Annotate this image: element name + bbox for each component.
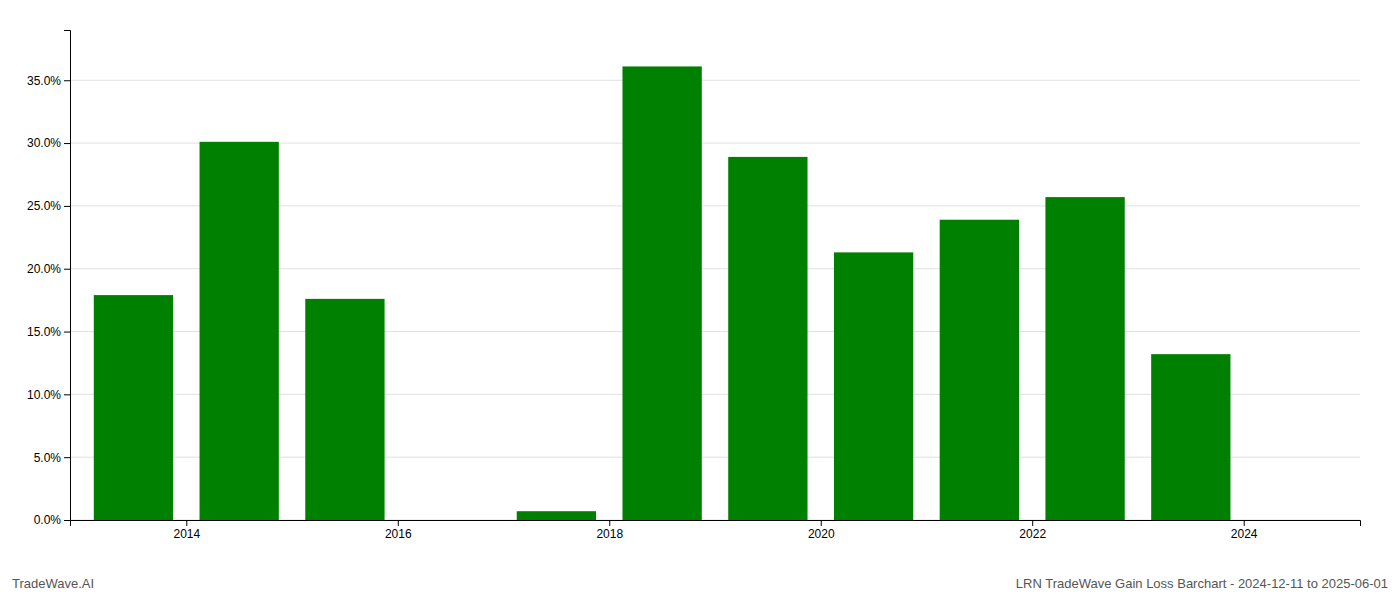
tick: 35.0% [27, 74, 70, 88]
y-axis: 0.0% 5.0% 10.0% 15.0% 20.0% 25.0% 30.0% 35.0% [27, 31, 71, 528]
chart: 2014 2016 2018 2020 2022 2024 0.0% 5.0% 10.0% 15.… [0, 0, 1400, 600]
footer-text: LRN TradeWave Gain Loss Barchart - 2024-… [1016, 576, 1388, 591]
tick-label: 35.0% [27, 74, 61, 88]
tick: 25.0% [27, 199, 70, 213]
grid-line [70, 80, 1360, 81]
tick-mark [64, 394, 70, 395]
tick-mark [64, 269, 70, 270]
tick-mark [609, 520, 610, 526]
tick-label: 2018 [596, 527, 623, 541]
tick-mark [1032, 520, 1033, 526]
tick-mark [64, 206, 70, 207]
bar [305, 299, 384, 520]
tick-label: 2020 [808, 527, 835, 541]
tick-label: 2024 [1231, 527, 1258, 541]
axis-line [64, 31, 71, 521]
annotations: TradeWave.AI LRN TradeWave Gain Loss Barc… [12, 576, 1388, 591]
bar [517, 511, 596, 520]
bar [411, 520, 490, 521]
tick-label: 2022 [1019, 527, 1046, 541]
tick: 5.0% [34, 451, 70, 465]
plot-area [94, 66, 1231, 520]
tick-mark [64, 80, 70, 81]
tick-mark [64, 332, 70, 333]
tick: 2014 [173, 520, 200, 541]
tick-mark [64, 520, 70, 521]
tick-label: 20.0% [27, 262, 61, 276]
tick: 30.0% [27, 136, 70, 150]
tick: 15.0% [27, 325, 70, 339]
bar [1151, 354, 1230, 520]
tick: 2024 [1231, 520, 1258, 541]
tick: 2018 [596, 520, 623, 541]
tick-mark [64, 143, 70, 144]
tick: 2022 [1019, 520, 1046, 541]
tick: 2020 [808, 520, 835, 541]
tick-mark [64, 457, 70, 458]
tick-mark [398, 520, 399, 526]
bar [200, 142, 279, 520]
x-axis: 2014 2016 2018 2020 2022 2024 [71, 520, 1361, 541]
tick-label: 2014 [173, 527, 200, 541]
tick-label: 30.0% [27, 136, 61, 150]
tick: 0.0% [34, 513, 70, 527]
bar [622, 66, 701, 520]
tick-mark [1244, 520, 1245, 526]
bar [728, 157, 807, 520]
bar [94, 295, 173, 520]
grid [70, 80, 1360, 520]
tick: 2016 [385, 520, 412, 541]
bar [834, 252, 913, 520]
tick-mark [821, 520, 822, 526]
tick-label: 25.0% [27, 199, 61, 213]
tick-label: 5.0% [34, 451, 62, 465]
bar [1045, 197, 1124, 520]
tick: 20.0% [27, 262, 70, 276]
tick-label: 10.0% [27, 388, 61, 402]
footer-text: TradeWave.AI [12, 576, 94, 591]
tick-mark [186, 520, 187, 526]
bar [940, 220, 1019, 520]
tick: 10.0% [27, 388, 70, 402]
tick-label: 2016 [385, 527, 412, 541]
tick-label: 15.0% [27, 325, 61, 339]
tick-label: 0.0% [34, 513, 62, 527]
axis-line [71, 521, 1361, 527]
